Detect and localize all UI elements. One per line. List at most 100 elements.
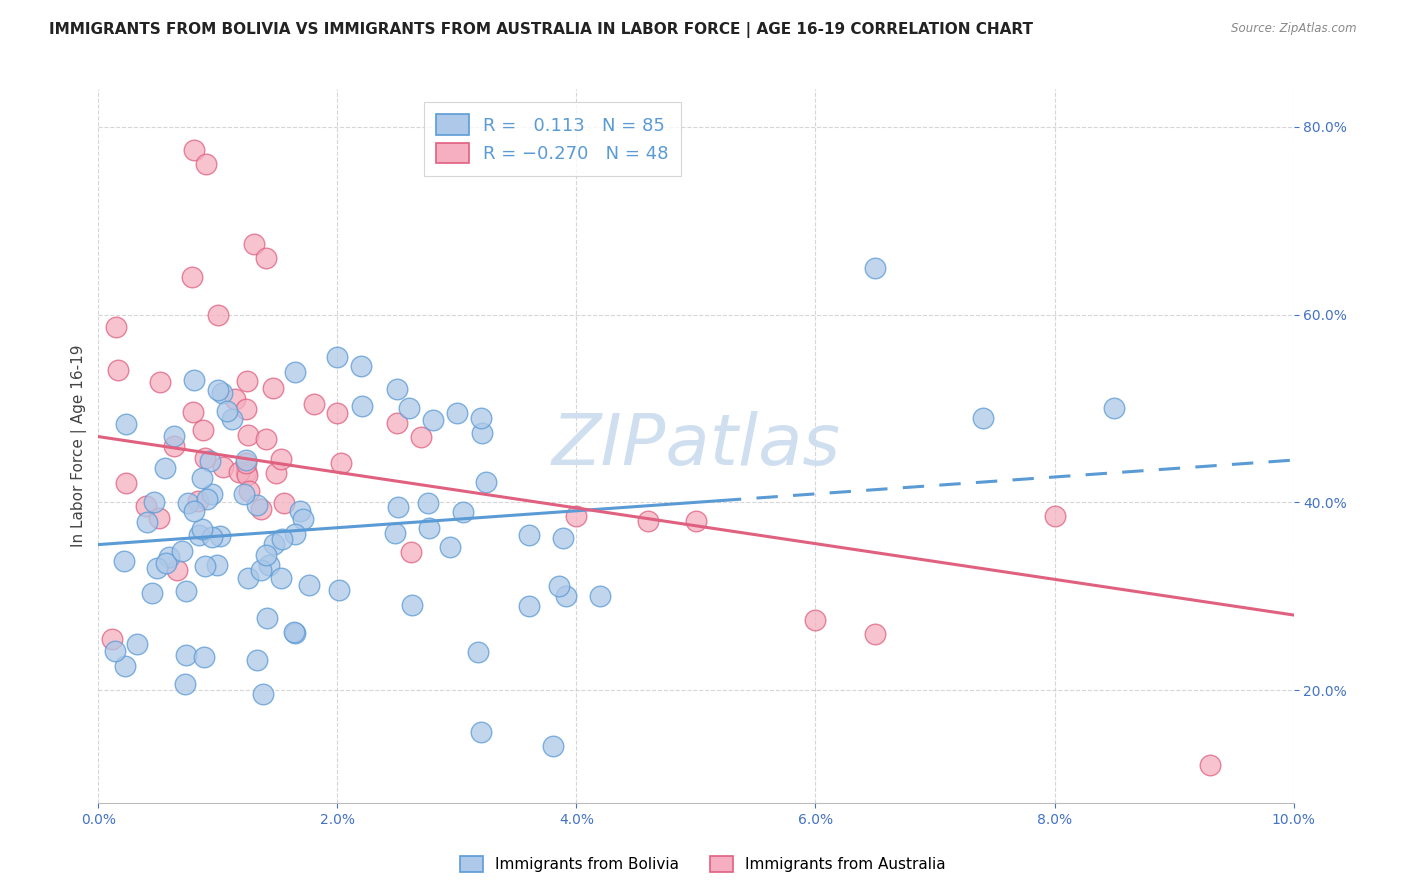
Point (181, 405, 204, 419)
Point (162, 439, 184, 453)
Point (685, 514, 707, 528)
Point (188, 528, 211, 542)
Point (163, 429, 186, 443)
Point (551, 531, 574, 545)
Point (153, 461, 176, 475)
Text: IMMIGRANTS FROM BOLIVIA VS IMMIGRANTS FROM AUSTRALIA IN LABOR FORCE | AGE 16-19 : IMMIGRANTS FROM BOLIVIA VS IMMIGRANTS FR… (49, 22, 1033, 38)
Point (112, 554, 135, 568)
Point (174, 648, 197, 662)
Point (284, 527, 307, 541)
Point (329, 456, 352, 470)
Point (254, 432, 277, 446)
Point (422, 413, 444, 427)
Point (115, 476, 138, 491)
Point (326, 350, 349, 364)
Point (191, 522, 214, 536)
Point (195, 492, 218, 507)
Point (385, 416, 409, 430)
Point (166, 562, 188, 576)
Point (439, 540, 461, 554)
Point (256, 610, 278, 624)
Point (548, 579, 571, 593)
Point (195, 157, 218, 171)
Point (174, 584, 197, 599)
Point (446, 406, 468, 420)
Point (517, 528, 540, 542)
Point (201, 487, 224, 501)
Point (173, 677, 195, 691)
Point (541, 739, 564, 754)
Point (865, 260, 887, 275)
Point (146, 560, 169, 574)
Point (236, 467, 259, 482)
Point (288, 504, 311, 518)
Point (264, 466, 287, 480)
Point (637, 514, 659, 528)
Legend: Immigrants from Bolivia, Immigrants from Australia: Immigrants from Bolivia, Immigrants from… (453, 848, 953, 880)
Point (235, 456, 257, 470)
Point (1199, 758, 1222, 772)
Point (191, 471, 214, 485)
Point (517, 599, 540, 613)
Point (243, 237, 266, 252)
Point (127, 637, 149, 651)
Point (252, 687, 274, 701)
Point (228, 465, 250, 479)
Point (107, 363, 129, 377)
Point (238, 483, 260, 498)
Point (350, 399, 373, 413)
Point (224, 392, 246, 406)
Point (207, 308, 229, 322)
Point (283, 366, 305, 380)
Point (215, 404, 238, 418)
Point (235, 401, 257, 416)
Point (136, 515, 159, 529)
Point (104, 644, 127, 658)
Point (100, 632, 122, 646)
Point (298, 578, 321, 592)
Point (328, 583, 350, 598)
Point (238, 571, 260, 585)
Point (246, 498, 269, 512)
Text: Source: ZipAtlas.com: Source: ZipAtlas.com (1232, 22, 1357, 36)
Point (141, 586, 163, 600)
Point (554, 589, 576, 603)
Point (384, 525, 406, 540)
Point (254, 251, 277, 265)
Point (467, 645, 489, 659)
Point (157, 549, 180, 564)
Point (221, 412, 243, 426)
Point (236, 374, 259, 388)
Point (235, 465, 257, 479)
Point (205, 558, 228, 572)
Point (302, 397, 325, 411)
Point (238, 428, 260, 442)
Point (385, 382, 408, 396)
Point (183, 504, 205, 518)
Point (177, 496, 200, 510)
Point (245, 653, 267, 667)
Legend: R =   0.113   N = 85, R = −0.270   N = 48: R = 0.113 N = 85, R = −0.270 N = 48 (423, 102, 682, 176)
Y-axis label: In Labor Force | Age 16-19: In Labor Force | Age 16-19 (72, 344, 87, 548)
Point (257, 558, 280, 573)
Point (114, 659, 136, 673)
Point (193, 650, 215, 665)
Point (270, 571, 292, 585)
Point (115, 417, 138, 431)
Point (418, 496, 440, 510)
Point (148, 511, 170, 525)
Point (470, 725, 492, 739)
Point (201, 530, 224, 544)
Point (283, 624, 305, 639)
Point (350, 359, 373, 374)
Point (155, 556, 177, 570)
Point (208, 529, 231, 543)
Point (418, 521, 440, 535)
Point (181, 269, 204, 284)
Point (401, 599, 423, 613)
Point (972, 410, 994, 425)
Point (250, 502, 273, 516)
Point (263, 537, 285, 551)
Point (271, 532, 294, 546)
Text: ZIPatlas: ZIPatlas (551, 411, 841, 481)
